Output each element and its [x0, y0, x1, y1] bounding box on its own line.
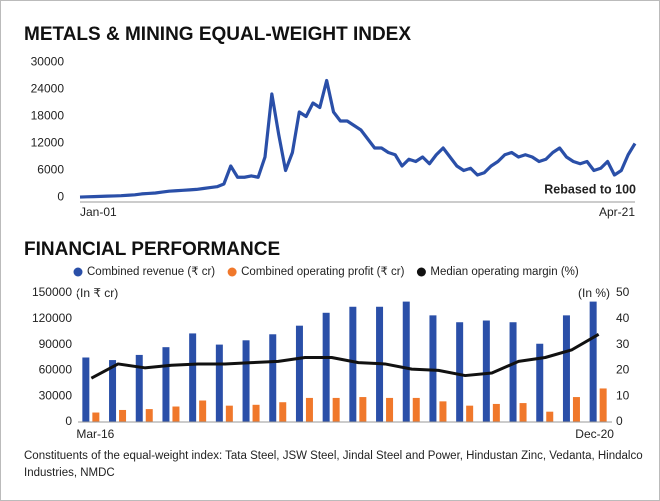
margin-line	[90, 332, 600, 380]
y2-tick-label: 10	[616, 388, 630, 402]
legend-marker	[227, 267, 237, 277]
footer: Constituents of the equal-weight index: …	[24, 450, 643, 479]
bar	[215, 344, 223, 422]
bar	[135, 354, 143, 422]
legend-marker	[416, 267, 426, 277]
y2-tick-label: 50	[616, 285, 630, 299]
bar	[519, 403, 527, 422]
y-tick-label: 6000	[37, 163, 64, 177]
chart-title: FINANCIAL PERFORMANCE	[24, 239, 280, 260]
bar	[402, 301, 410, 422]
legend-label: Median operating margin (%)	[430, 266, 578, 278]
y2-tick-label: 0	[616, 414, 623, 428]
bar	[572, 397, 580, 422]
legend-label: Combined operating profit (₹ cr)	[241, 266, 404, 278]
index-line	[79, 78, 637, 199]
bar	[562, 315, 570, 422]
footer-text: Constituents of the equal-weight index: …	[24, 450, 643, 479]
bar	[412, 397, 420, 422]
y-tick-label: 24000	[31, 82, 65, 96]
chart-title: METALS & MINING EQUAL-WEIGHT INDEX	[24, 24, 411, 45]
x-tick-label: Jan-01	[80, 205, 117, 219]
y2-axis-label: (In %)	[578, 286, 610, 300]
y2-tick-label: 40	[616, 311, 630, 325]
bar	[199, 400, 207, 422]
y-tick-label: 30000	[31, 55, 65, 69]
x-tick-label: Dec-20	[575, 427, 614, 441]
bar	[386, 397, 394, 422]
y-tick-label: 12000	[31, 136, 65, 150]
bar	[509, 322, 517, 422]
bar	[279, 402, 287, 422]
y-tick-label: 90000	[39, 337, 73, 351]
bar	[92, 412, 100, 422]
y-tick-label: 30000	[39, 388, 73, 402]
bar	[456, 322, 464, 422]
bar	[322, 312, 330, 422]
bar	[189, 333, 197, 422]
y-tick-label: 18000	[31, 109, 65, 123]
bar	[242, 340, 250, 422]
y2-tick-label: 30	[616, 337, 630, 351]
bar	[295, 325, 303, 422]
y-tick-label: 0	[65, 414, 72, 428]
bar	[349, 306, 357, 422]
bar	[439, 401, 447, 422]
y-axis-label: (In ₹ cr)	[76, 286, 118, 300]
bar	[546, 411, 554, 422]
annotation: Rebased to 100	[544, 182, 636, 196]
x-tick-label: Apr-21	[599, 205, 635, 219]
bar	[119, 409, 127, 422]
bar	[359, 397, 367, 422]
y-tick-label: 0	[57, 190, 64, 204]
x-tick-label: Mar-16	[76, 427, 114, 441]
bar	[162, 347, 170, 422]
bar	[466, 405, 474, 422]
bar	[269, 334, 277, 422]
legend-label: Combined revenue (₹ cr)	[87, 266, 215, 278]
bar	[225, 405, 233, 422]
legend-marker	[73, 267, 83, 277]
bar	[305, 397, 313, 422]
y-tick-label: 150000	[32, 285, 72, 299]
y-tick-label: 120000	[32, 311, 72, 325]
bar	[482, 320, 490, 422]
y-tick-label: 60000	[39, 363, 73, 377]
bar	[172, 406, 180, 422]
bar	[82, 357, 90, 422]
bar	[252, 404, 260, 422]
bar	[536, 343, 544, 422]
y2-tick-label: 20	[616, 363, 630, 377]
bar	[492, 403, 500, 422]
bar	[589, 301, 597, 422]
bar	[332, 397, 340, 422]
bar	[109, 360, 117, 422]
bar	[599, 388, 607, 422]
bar	[145, 409, 153, 422]
